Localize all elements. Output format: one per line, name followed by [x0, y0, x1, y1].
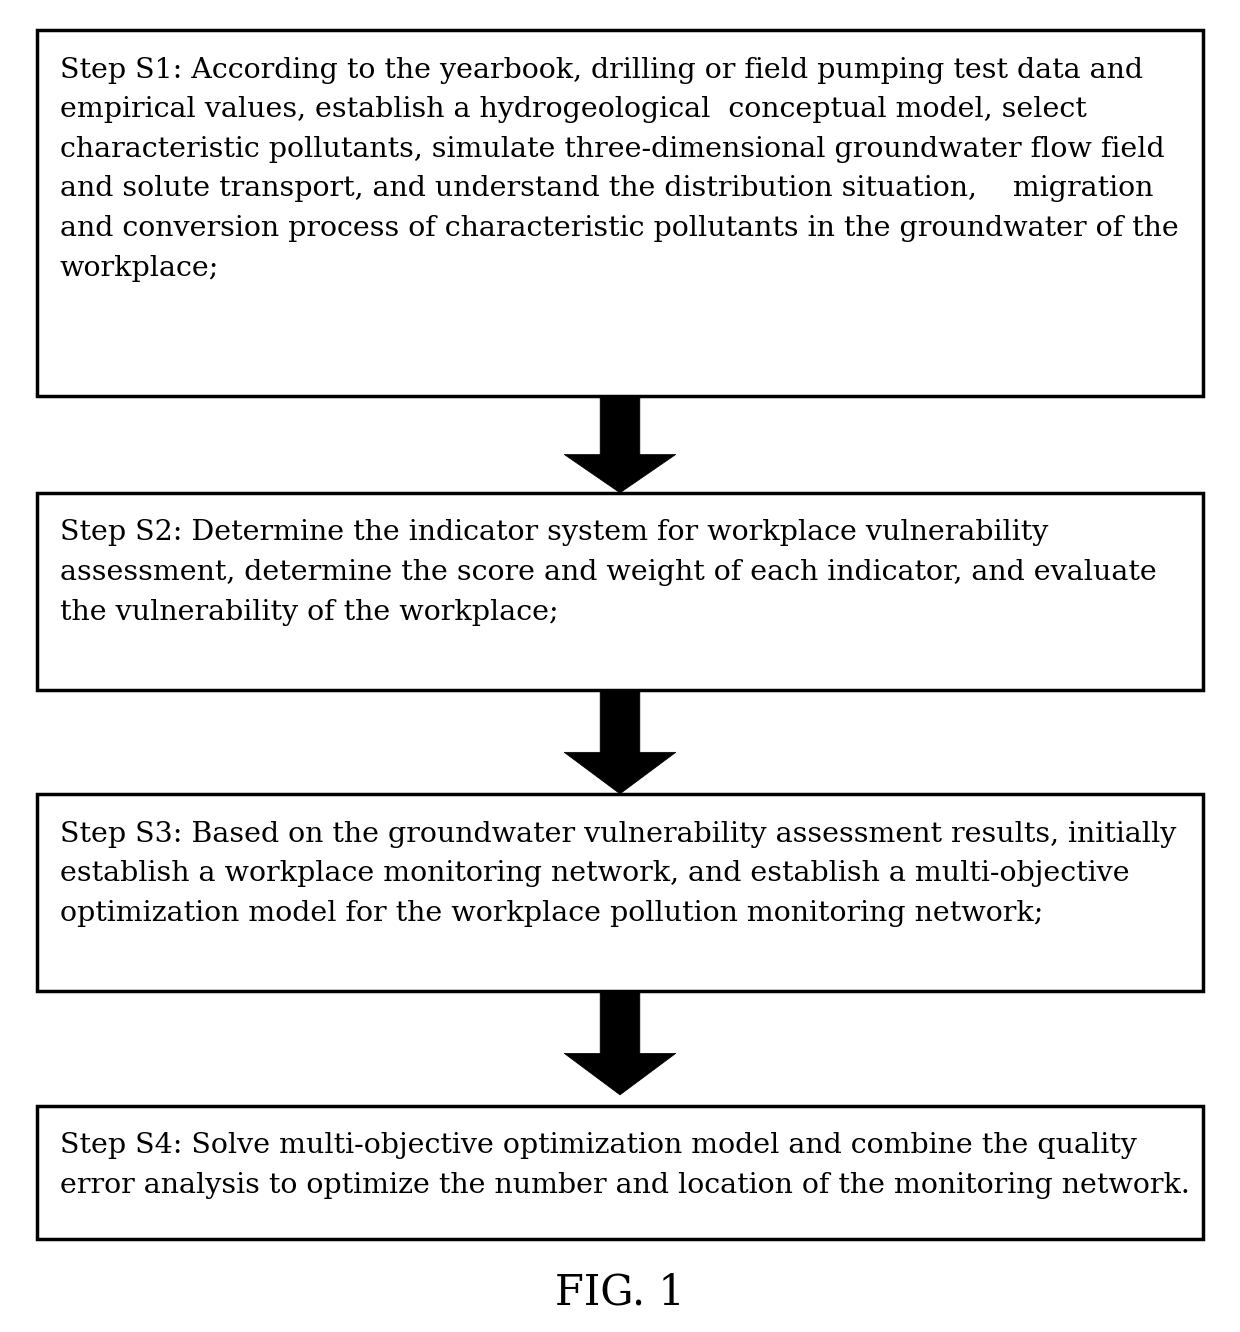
- Text: Step S1: According to the yearbook, drilling or field pumping test data and
empi: Step S1: According to the yearbook, dril…: [60, 56, 1178, 281]
- FancyBboxPatch shape: [37, 493, 1203, 690]
- Text: Step S4: Solve multi-objective optimization model and combine the quality
error : Step S4: Solve multi-objective optimizat…: [60, 1132, 1189, 1199]
- Polygon shape: [564, 397, 676, 493]
- Text: Step S2: Determine the indicator system for workplace vulnerability
assessment, : Step S2: Determine the indicator system …: [60, 519, 1156, 626]
- Polygon shape: [564, 991, 676, 1095]
- Polygon shape: [564, 690, 676, 794]
- Text: FIG. 1: FIG. 1: [556, 1271, 684, 1313]
- Text: Step S3: Based on the groundwater vulnerability assessment results, initially
es: Step S3: Based on the groundwater vulner…: [60, 821, 1176, 927]
- FancyBboxPatch shape: [37, 794, 1203, 991]
- FancyBboxPatch shape: [37, 31, 1203, 397]
- FancyBboxPatch shape: [37, 1106, 1203, 1239]
